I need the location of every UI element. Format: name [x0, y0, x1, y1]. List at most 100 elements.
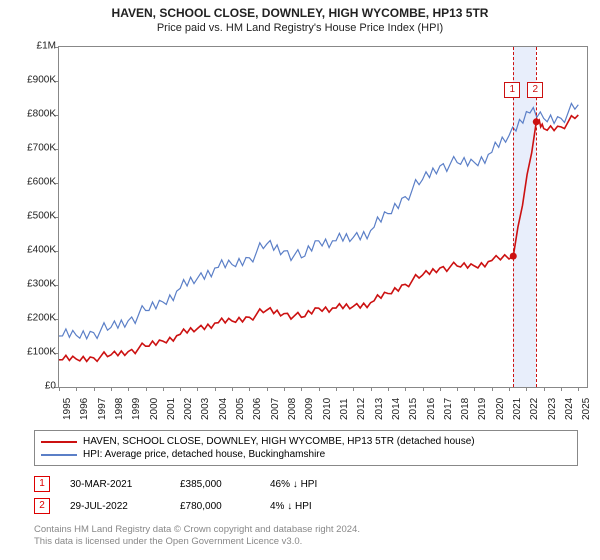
chart-svg — [59, 47, 587, 387]
x-tick — [128, 387, 129, 391]
x-axis-label: 2009 — [304, 398, 315, 420]
sale-vline — [536, 47, 537, 387]
x-axis-label: 2012 — [356, 398, 367, 420]
y-axis-label: £0 — [6, 381, 56, 392]
x-axis-label: 1997 — [97, 398, 108, 420]
chart-marker-box: 2 — [527, 82, 543, 98]
sale-row: 1 30-MAR-2021 £385,000 46% ↓ HPI — [34, 476, 317, 492]
x-tick — [111, 387, 112, 391]
footer-line: Contains HM Land Registry data © Crown c… — [34, 524, 360, 536]
x-tick — [146, 387, 147, 391]
y-axis-label: £1M — [6, 41, 56, 52]
x-tick — [353, 387, 354, 391]
sale-marker-icon: 2 — [34, 498, 50, 514]
x-tick — [197, 387, 198, 391]
legend-swatch — [41, 441, 77, 443]
x-tick — [267, 387, 268, 391]
x-tick — [249, 387, 250, 391]
x-axis-label: 2014 — [391, 398, 402, 420]
x-axis-label: 2022 — [529, 398, 540, 420]
x-axis-label: 2003 — [200, 398, 211, 420]
sale-date: 29-JUL-2022 — [70, 501, 160, 512]
x-axis-label: 2024 — [564, 398, 575, 420]
x-tick — [544, 387, 545, 391]
x-axis-label: 2025 — [581, 398, 592, 420]
legend-item: HPI: Average price, detached house, Buck… — [41, 448, 571, 461]
x-tick — [371, 387, 372, 391]
x-tick — [388, 387, 389, 391]
x-axis-label: 2013 — [374, 398, 385, 420]
x-axis-label: 1999 — [131, 398, 142, 420]
x-tick — [440, 387, 441, 391]
sale-price: £385,000 — [180, 479, 250, 490]
x-tick — [457, 387, 458, 391]
footer-line: This data is licensed under the Open Gov… — [34, 536, 360, 548]
x-tick — [163, 387, 164, 391]
footer-attribution: Contains HM Land Registry data © Crown c… — [34, 524, 360, 549]
x-tick — [526, 387, 527, 391]
x-tick — [232, 387, 233, 391]
legend-label: HPI: Average price, detached house, Buck… — [83, 449, 325, 460]
y-axis-label: £300K — [6, 279, 56, 290]
chart-subtitle: Price paid vs. HM Land Registry's House … — [0, 20, 600, 34]
x-tick — [509, 387, 510, 391]
legend-item: HAVEN, SCHOOL CLOSE, DOWNLEY, HIGH WYCOM… — [41, 435, 571, 448]
x-axis-label: 2008 — [287, 398, 298, 420]
x-tick — [578, 387, 579, 391]
x-tick — [336, 387, 337, 391]
x-tick — [301, 387, 302, 391]
y-axis-label: £900K — [6, 75, 56, 86]
x-axis-label: 2019 — [477, 398, 488, 420]
x-axis-label: 2021 — [512, 398, 523, 420]
legend-swatch — [41, 454, 77, 456]
x-tick — [474, 387, 475, 391]
chart-marker-box: 1 — [504, 82, 520, 98]
y-axis-label: £600K — [6, 177, 56, 188]
x-axis-label: 2006 — [252, 398, 263, 420]
x-tick — [492, 387, 493, 391]
x-tick — [284, 387, 285, 391]
x-axis-label: 2010 — [322, 398, 333, 420]
sale-vline — [513, 47, 514, 387]
x-tick — [94, 387, 95, 391]
x-axis-label: 2005 — [235, 398, 246, 420]
x-axis-label: 2017 — [443, 398, 454, 420]
sale-date: 30-MAR-2021 — [70, 479, 160, 490]
x-axis-label: 2020 — [495, 398, 506, 420]
series-hpi — [59, 103, 578, 338]
x-axis-label: 2011 — [339, 398, 350, 420]
sale-price: £780,000 — [180, 501, 250, 512]
x-tick — [561, 387, 562, 391]
x-axis-label: 2015 — [408, 398, 419, 420]
x-axis-label: 2023 — [547, 398, 558, 420]
x-tick — [180, 387, 181, 391]
y-axis-label: £200K — [6, 313, 56, 324]
x-axis-label: 2004 — [218, 398, 229, 420]
x-axis-label: 1998 — [114, 398, 125, 420]
y-axis-label: £100K — [6, 347, 56, 358]
y-axis-label: £800K — [6, 109, 56, 120]
legend-label: HAVEN, SCHOOL CLOSE, DOWNLEY, HIGH WYCOM… — [83, 436, 475, 447]
x-axis-label: 2016 — [426, 398, 437, 420]
x-axis-label: 2002 — [183, 398, 194, 420]
x-tick — [319, 387, 320, 391]
x-axis-label: 2007 — [270, 398, 281, 420]
x-tick — [215, 387, 216, 391]
x-axis-label: 2001 — [166, 398, 177, 420]
y-axis-label: £500K — [6, 211, 56, 222]
x-axis-label: 2000 — [149, 398, 160, 420]
sale-delta: 46% ↓ HPI — [270, 479, 317, 490]
series-property — [59, 115, 578, 361]
x-tick — [405, 387, 406, 391]
y-axis-label: £700K — [6, 143, 56, 154]
sale-delta: 4% ↓ HPI — [270, 501, 312, 512]
x-axis-label: 1996 — [79, 398, 90, 420]
y-axis-label: £400K — [6, 245, 56, 256]
legend: HAVEN, SCHOOL CLOSE, DOWNLEY, HIGH WYCOM… — [34, 430, 578, 466]
x-tick — [76, 387, 77, 391]
chart-title: HAVEN, SCHOOL CLOSE, DOWNLEY, HIGH WYCOM… — [0, 0, 600, 20]
x-axis-label: 2018 — [460, 398, 471, 420]
x-axis-label: 1995 — [62, 398, 73, 420]
sale-row: 2 29-JUL-2022 £780,000 4% ↓ HPI — [34, 498, 312, 514]
x-tick — [423, 387, 424, 391]
